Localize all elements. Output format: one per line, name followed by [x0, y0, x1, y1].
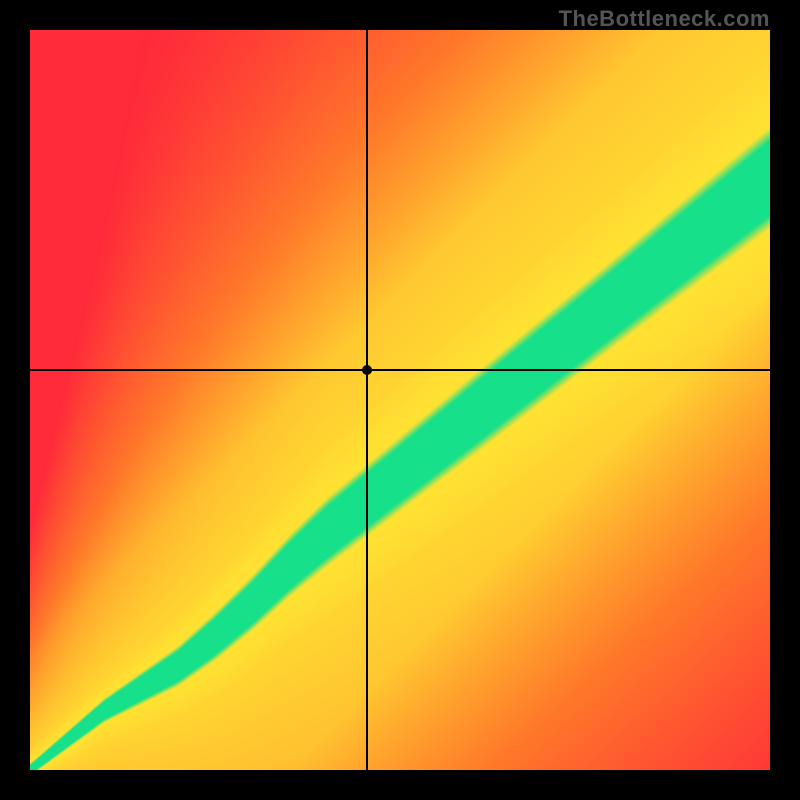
- crosshair-vertical: [366, 30, 368, 770]
- data-point-marker: [362, 365, 372, 375]
- chart-container: TheBottleneck.com: [0, 0, 800, 800]
- plot-area: [30, 30, 770, 770]
- crosshair-horizontal: [30, 369, 770, 371]
- heatmap-canvas: [30, 30, 770, 770]
- watermark-text: TheBottleneck.com: [559, 6, 770, 32]
